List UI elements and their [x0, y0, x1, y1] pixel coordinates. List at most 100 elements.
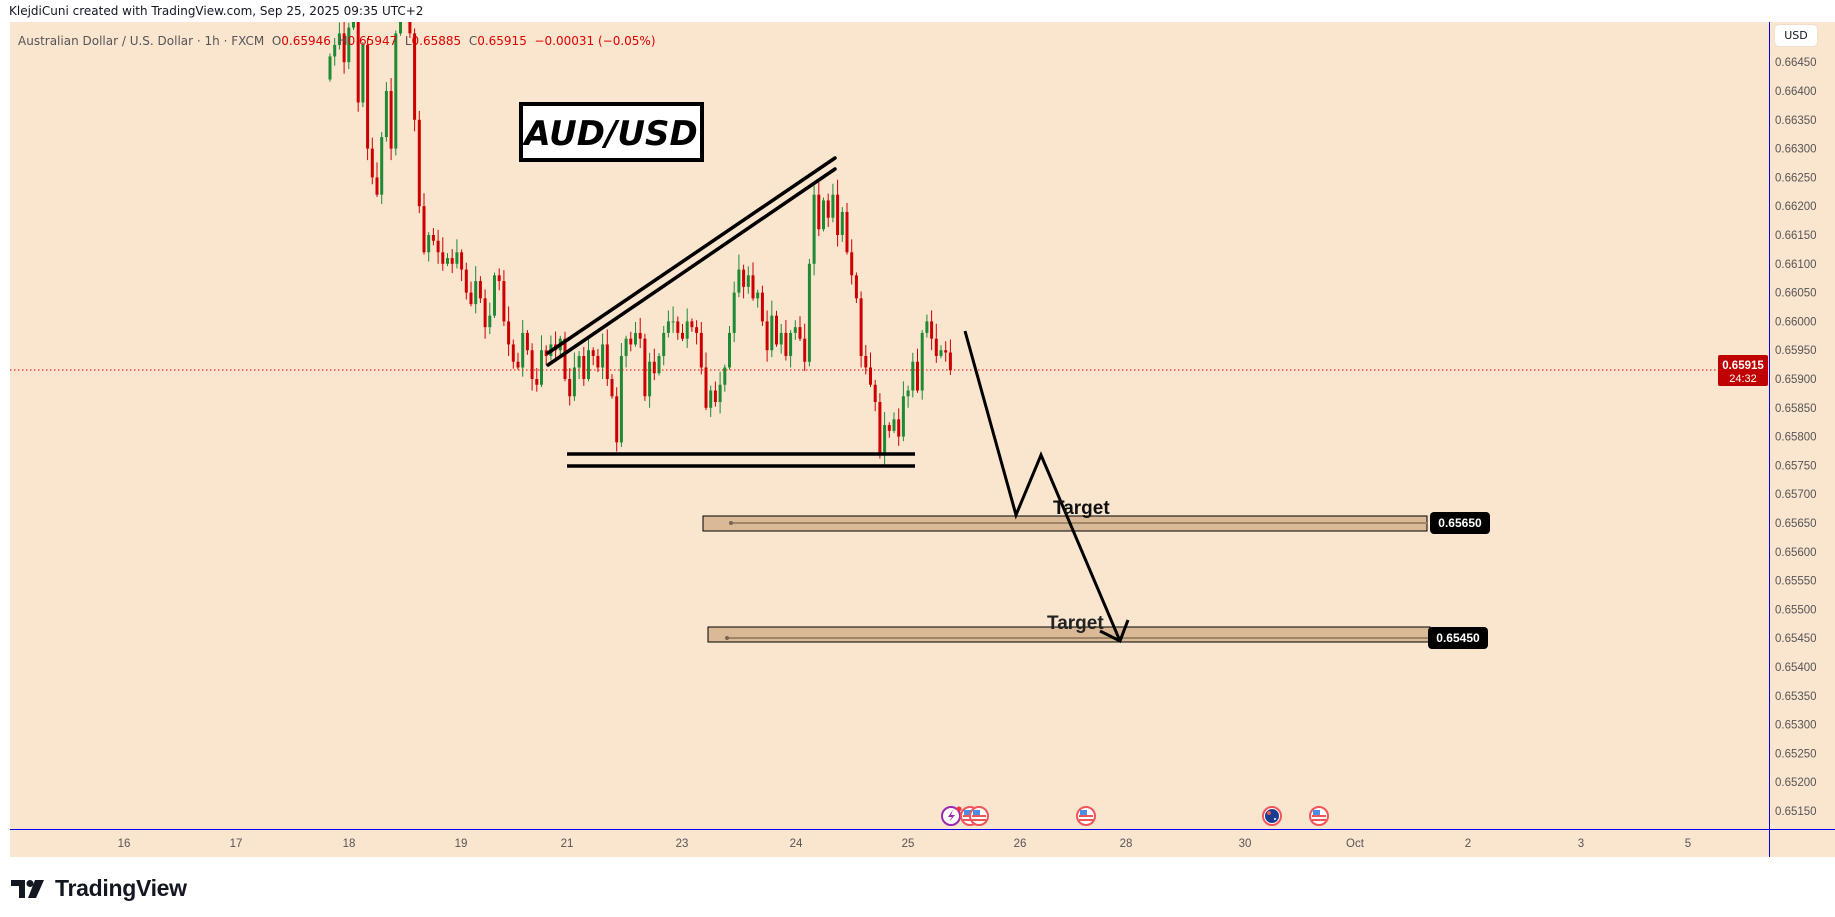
candle	[826, 193, 830, 227]
candle	[389, 78, 393, 161]
chart-pane[interactable]	[10, 22, 1835, 857]
price-tick-label: 0.66000	[1775, 316, 1817, 328]
candle	[591, 347, 595, 366]
lightning-event-icon[interactable]	[941, 806, 962, 826]
high-value: 0.65947	[347, 34, 398, 48]
candle	[356, 22, 360, 112]
price-axis[interactable]: 0.66450 0.66400 0.66350 0.66300 0.66250 0.662…	[1775, 57, 1817, 818]
economic-events[interactable]	[941, 806, 1329, 826]
candle	[431, 228, 435, 246]
candle	[582, 347, 586, 386]
candle	[690, 318, 694, 332]
target-price-tag-2: 0.65450	[1428, 627, 1488, 649]
candle	[892, 412, 896, 434]
candle	[535, 368, 539, 392]
candle	[742, 264, 746, 299]
candle	[615, 387, 619, 452]
support-lines[interactable]	[567, 452, 915, 468]
candle	[681, 323, 684, 341]
date-tick-label: 30	[1239, 838, 1252, 850]
candle	[873, 379, 877, 412]
price-tick-label: 0.65450	[1775, 633, 1817, 645]
candle	[845, 203, 849, 255]
candle	[450, 249, 454, 274]
candle	[944, 341, 948, 362]
candle	[887, 422, 891, 438]
candle	[399, 22, 402, 36]
price-tick-label: 0.65950	[1775, 345, 1817, 357]
price-tick-label: 0.65400	[1775, 662, 1817, 674]
candle	[699, 321, 703, 375]
candle	[380, 132, 384, 204]
price-tick-label: 0.65500	[1775, 604, 1817, 616]
title-box[interactable]: AUD/USD	[519, 102, 704, 162]
candle	[446, 253, 449, 267]
candle	[643, 333, 647, 401]
candle	[657, 353, 661, 376]
candle	[610, 374, 614, 399]
us-flag-icon[interactable]	[1076, 806, 1096, 826]
currency-button[interactable]: USD	[1775, 25, 1817, 46]
candle	[652, 348, 656, 381]
close-value: 0.65915	[477, 34, 527, 48]
candle	[803, 323, 807, 371]
candle	[596, 349, 600, 373]
candle	[568, 368, 572, 406]
candle	[840, 207, 844, 242]
candle	[413, 28, 417, 132]
price-tick-label: 0.66150	[1775, 230, 1817, 242]
us-flag-icon[interactable]	[1309, 806, 1329, 826]
rising-trendlines[interactable]	[546, 156, 837, 367]
candle	[666, 310, 670, 338]
candle	[342, 22, 346, 74]
projection-arrow[interactable]	[963, 330, 1130, 644]
candle	[464, 262, 468, 300]
candle	[817, 181, 821, 237]
price-tick-label: 0.65150	[1775, 806, 1817, 818]
us-flag-icon[interactable]	[969, 806, 989, 826]
candle	[404, 0, 407, 14]
candle	[770, 300, 774, 358]
candle	[619, 343, 623, 447]
candle	[474, 266, 478, 314]
candle	[760, 285, 764, 327]
date-tick-label: 5	[1685, 838, 1691, 850]
date-tick-label: 23	[676, 838, 689, 850]
candle	[775, 310, 778, 347]
candle	[417, 110, 421, 214]
candle	[765, 310, 769, 362]
candle	[906, 385, 910, 408]
candle	[676, 316, 680, 340]
candle	[812, 185, 816, 276]
date-tick-label: 25	[902, 838, 915, 850]
candle	[798, 316, 802, 341]
tradingview-logo[interactable]: TradingView	[11, 875, 187, 902]
candle	[662, 326, 666, 366]
candle	[864, 345, 868, 375]
candle	[859, 291, 863, 368]
price-tick-label: 0.65800	[1775, 432, 1817, 444]
candle	[333, 38, 337, 66]
candle	[911, 352, 915, 398]
target-label-2: Target	[1047, 613, 1104, 634]
candle	[436, 229, 440, 264]
target-zone-1[interactable]	[702, 515, 1428, 532]
time-axis[interactable]: 16 17 18 19 21 23 24 25 26 28 30 Oct 2 3 5	[118, 838, 1692, 850]
candle	[709, 385, 713, 418]
svg-text:0.65915: 0.65915	[1722, 360, 1764, 372]
price-tick-label: 0.65750	[1775, 460, 1817, 472]
candle	[516, 352, 520, 370]
candle	[793, 320, 797, 340]
au-flag-icon[interactable]	[1262, 806, 1282, 826]
candle	[497, 268, 501, 291]
candle	[934, 323, 938, 363]
candle	[756, 289, 760, 308]
candle	[624, 335, 628, 368]
candle	[751, 262, 755, 301]
candle	[394, 30, 398, 156]
price-tick-label: 0.65300	[1775, 720, 1817, 732]
tradingview-logo-icon	[11, 879, 44, 898]
candle	[493, 272, 496, 318]
candle	[366, 38, 370, 161]
